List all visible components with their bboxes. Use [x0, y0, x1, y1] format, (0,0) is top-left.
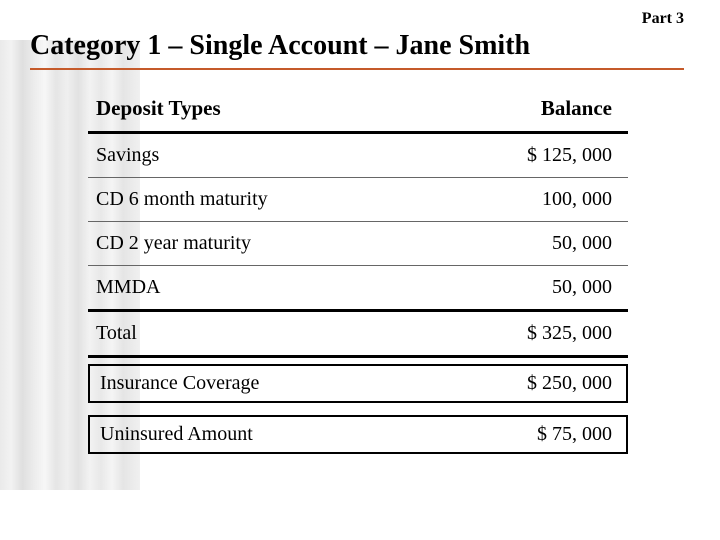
- box-value: $ 250, 000: [527, 372, 612, 395]
- col-header-deposit: Deposit Types: [88, 90, 430, 133]
- deposit-label: CD 2 year maturity: [88, 222, 430, 266]
- deposit-label: MMDA: [88, 266, 430, 311]
- total-value: $ 325, 000: [430, 311, 628, 357]
- part-label: Part 3: [642, 10, 684, 28]
- table-row: Savings $ 125, 000: [88, 133, 628, 178]
- deposit-value: $ 125, 000: [430, 133, 628, 178]
- insurance-coverage-box: Insurance Coverage $ 250, 000: [88, 364, 628, 403]
- table-row: MMDA 50, 000: [88, 266, 628, 311]
- table-row: CD 2 year maturity 50, 000: [88, 222, 628, 266]
- deposit-label: Savings: [88, 133, 430, 178]
- total-label: Total: [88, 311, 430, 357]
- table-row: CD 6 month maturity 100, 000: [88, 178, 628, 222]
- col-header-balance: Balance: [430, 90, 628, 133]
- box-value: $ 75, 000: [537, 423, 612, 446]
- deposit-value: 50, 000: [430, 266, 628, 311]
- deposit-table: Deposit Types Balance Savings $ 125, 000…: [88, 90, 628, 358]
- box-label: Uninsured Amount: [100, 423, 253, 446]
- deposit-value: 50, 000: [430, 222, 628, 266]
- uninsured-amount-box: Uninsured Amount $ 75, 000: [88, 415, 628, 454]
- deposit-label: CD 6 month maturity: [88, 178, 430, 222]
- box-label: Insurance Coverage: [100, 372, 259, 395]
- deposit-value: 100, 000: [430, 178, 628, 222]
- total-row: Total $ 325, 000: [88, 311, 628, 357]
- slide-title: Category 1 – Single Account – Jane Smith: [30, 30, 684, 70]
